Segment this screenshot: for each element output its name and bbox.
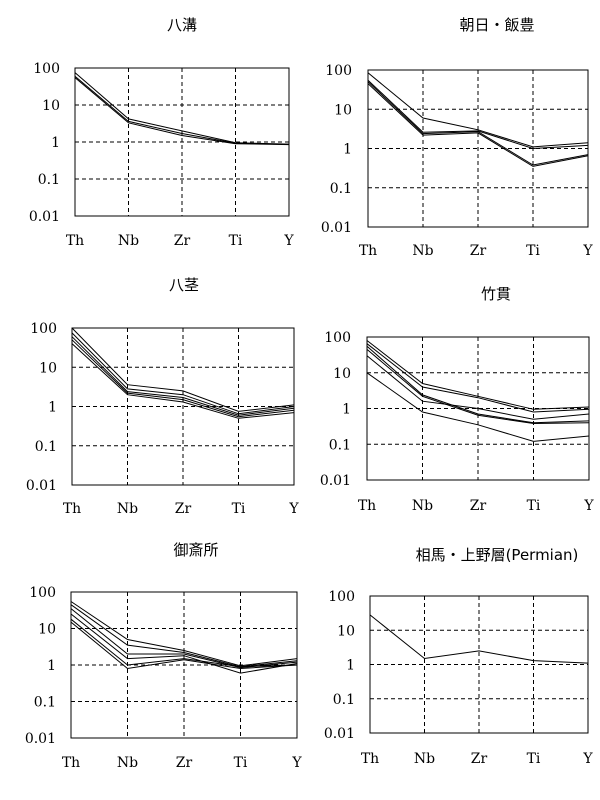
y-tick-label: 1 <box>48 400 57 416</box>
chart-title: 相馬・上野層(Permian) <box>416 546 579 564</box>
chart-title: 八茎 <box>169 276 199 294</box>
plot-frame <box>367 69 589 228</box>
x-tick-label: Ti <box>229 233 243 249</box>
x-tick-label: Y <box>283 233 294 249</box>
chart-panel-3: 八茎 100 10 1 0.1 0.01 Th Nb Zr Ti Y <box>26 276 300 517</box>
y-tick-label: 10 <box>42 98 60 114</box>
series-line-4 <box>71 339 295 418</box>
series-line-1 <box>71 327 295 412</box>
series-line-3 <box>74 77 290 146</box>
series-line-4 <box>70 613 298 674</box>
y-tick-label: 1 <box>346 658 355 674</box>
series-line-2 <box>71 332 295 415</box>
x-tick-label: Ti <box>527 751 541 767</box>
x-tick-label: Nb <box>117 501 138 517</box>
series-line-3 <box>71 336 295 416</box>
y-tick-label: 10 <box>39 360 57 376</box>
y-tick-label: 100 <box>30 321 57 337</box>
x-tick-label: Y <box>582 243 593 259</box>
series-line-3 <box>367 83 589 167</box>
y-tick-label: 0.1 <box>35 439 57 455</box>
series-line-6 <box>70 621 298 670</box>
x-tick-label: Zr <box>471 751 488 767</box>
y-tick-label: 0.01 <box>324 726 355 742</box>
series-line-1 <box>366 340 590 410</box>
series-line-5 <box>366 355 590 420</box>
y-tick-label: 100 <box>29 585 56 601</box>
x-tick-label: Y <box>291 755 302 771</box>
x-tick-label: Zr <box>174 233 191 249</box>
chart-panel-6: 相馬・上野層(Permian) 100 10 1 0.1 0.01 Th Nb Zr Ti Y <box>324 546 594 767</box>
series-line-1 <box>367 72 589 148</box>
y-tick-label: 100 <box>324 330 351 346</box>
series-line-2 <box>70 604 298 668</box>
y-tick-label: 0.01 <box>320 473 351 489</box>
chart-title: 竹貫 <box>481 285 511 303</box>
x-tick-label: Nb <box>412 243 433 259</box>
series-line-4 <box>367 79 589 150</box>
chart-title: 御斎所 <box>173 541 218 559</box>
x-tick-label: Th <box>359 243 377 259</box>
y-tick-label: 0.01 <box>25 731 56 747</box>
series-line-2 <box>366 343 590 413</box>
x-tick-label: Ti <box>526 243 540 259</box>
y-tick-label: 100 <box>33 61 60 77</box>
x-tick-label: Th <box>361 751 379 767</box>
x-tick-label: Y <box>288 501 299 517</box>
chart-panel-5: 御斎所 100 10 1 0.1 0.01 Th Nb Zr Ti Y <box>25 541 303 771</box>
x-tick-label: Th <box>358 498 376 514</box>
plot-frame <box>74 67 290 217</box>
y-tick-label: 1 <box>51 135 60 151</box>
x-tick-label: Th <box>63 501 81 517</box>
series-line-1 <box>369 614 589 664</box>
x-tick-label: Ti <box>527 498 541 514</box>
x-tick-label: Y <box>583 498 594 514</box>
x-tick-label: Zr <box>470 243 487 259</box>
y-tick-label: 10 <box>38 622 56 638</box>
x-tick-label: Zr <box>175 501 192 517</box>
chart-panel-2: 朝日・飯豊 100 10 1 0.1 0.01 Th Nb Zr Ti Y <box>321 16 594 259</box>
x-tick-label: Th <box>62 755 80 771</box>
chart-title: 八溝 <box>167 16 197 34</box>
x-tick-label: Nb <box>117 755 138 771</box>
x-tick-label: Nb <box>414 751 435 767</box>
x-tick-label: Ti <box>234 755 248 771</box>
y-tick-label: 10 <box>337 623 355 639</box>
series-line-5 <box>70 618 298 668</box>
y-tick-label: 0.01 <box>29 209 60 225</box>
x-tick-label: Nb <box>118 233 139 249</box>
plot-frame <box>369 595 589 734</box>
y-tick-label: 0.1 <box>330 181 352 197</box>
y-tick-label: 0.01 <box>321 220 352 236</box>
y-tick-label: 0.1 <box>34 695 56 711</box>
series-line-3 <box>366 345 590 424</box>
y-tick-label: 0.01 <box>26 478 57 494</box>
y-tick-label: 1 <box>343 142 352 158</box>
series-line-5 <box>71 343 295 419</box>
y-tick-label: 100 <box>325 63 352 79</box>
y-tick-label: 0.1 <box>333 692 355 708</box>
series-line-6 <box>366 372 590 442</box>
y-tick-label: 10 <box>333 366 351 382</box>
chart-panel-4: 竹貫 100 10 1 0.1 0.01 Th Nb Zr Ti Y <box>320 285 595 514</box>
x-tick-label: Th <box>66 233 84 249</box>
x-tick-label: Y <box>582 751 593 767</box>
x-tick-label: Ti <box>232 501 246 517</box>
y-tick-label: 0.1 <box>38 172 60 188</box>
x-tick-label: Zr <box>470 498 487 514</box>
x-tick-label: Zr <box>176 755 193 771</box>
y-tick-label: 100 <box>328 589 355 605</box>
series-line-1 <box>70 601 298 667</box>
plot-frame <box>366 336 590 481</box>
y-tick-label: 10 <box>334 102 352 118</box>
y-tick-label: 1 <box>47 658 56 674</box>
chart-panel-1: 八溝 100 10 1 0.1 0.01 Th Nb Zr Ti Y <box>29 16 295 249</box>
chart-title: 朝日・飯豊 <box>459 16 534 34</box>
series-line-2 <box>367 81 589 166</box>
y-tick-label: 0.1 <box>329 437 351 453</box>
y-tick-label: 1 <box>342 402 351 418</box>
x-tick-label: Nb <box>412 498 433 514</box>
series-line-4 <box>366 349 590 425</box>
